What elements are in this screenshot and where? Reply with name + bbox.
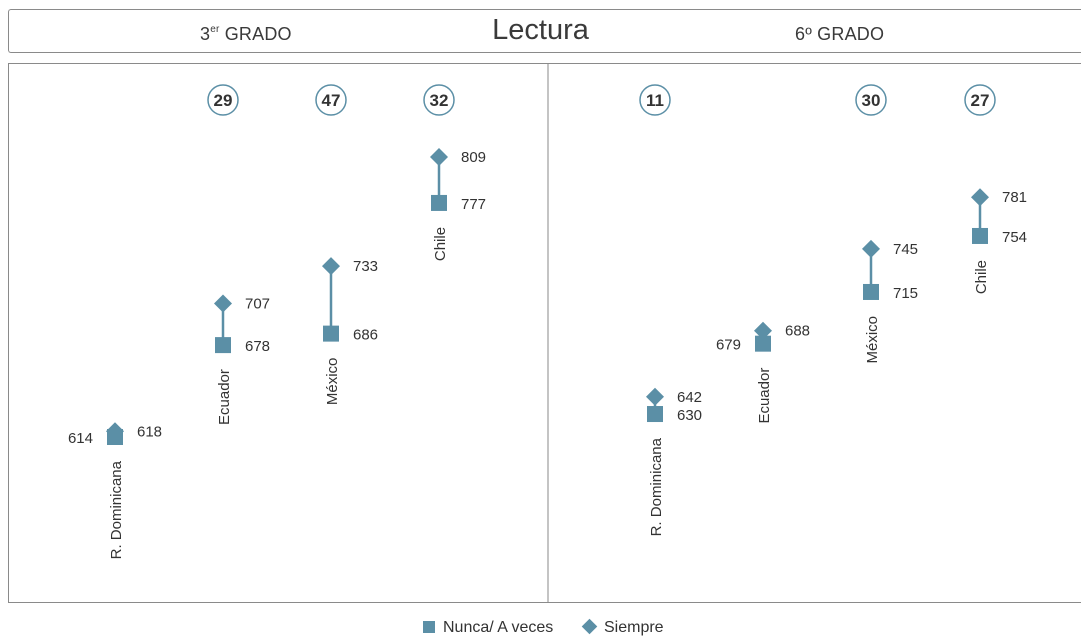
square-marker — [647, 406, 663, 423]
data-label-square: 630 — [677, 407, 702, 424]
diamond-marker — [106, 422, 124, 441]
difference-value: 30 — [862, 91, 881, 110]
category-label: México — [324, 358, 341, 406]
legend-item-nunca: Nunca/ A veces — [423, 619, 553, 637]
grade-3-number: 3 — [200, 24, 211, 44]
data-label-square: 686 — [353, 327, 378, 344]
data-label-diamond: 688 — [785, 323, 810, 340]
difference-badge — [964, 84, 996, 116]
data-label-diamond: 707 — [245, 295, 270, 312]
difference-badge — [639, 84, 671, 116]
difference-value: 11 — [646, 91, 664, 110]
data-label-square: 678 — [245, 338, 270, 355]
category-label: Chile — [432, 227, 449, 261]
legend-diamond-marker — [581, 618, 598, 635]
legend-item-siempre: Siempre — [581, 618, 664, 637]
chart-title: Lectura — [492, 14, 589, 46]
difference-value: 27 — [971, 91, 990, 110]
data-label-diamond: 733 — [353, 258, 378, 275]
diamond-marker — [214, 294, 232, 313]
legend-label-siempre: Siempre — [604, 619, 664, 636]
difference-value: 32 — [430, 91, 449, 110]
diamond-marker — [430, 148, 448, 166]
square-marker — [755, 335, 771, 352]
grade-3-label: 3er GRADO — [200, 24, 292, 45]
data-label-diamond: 642 — [677, 389, 702, 406]
chart-header — [8, 9, 1081, 53]
diamond-marker — [971, 188, 989, 207]
difference-value: 47 — [322, 91, 341, 110]
difference-badge — [423, 84, 455, 116]
difference-badge — [207, 84, 239, 116]
grade-3-superscript: er — [210, 24, 220, 35]
category-label: Ecuador — [216, 369, 233, 425]
data-label-diamond: 809 — [461, 149, 486, 166]
data-label-square: 754 — [1002, 229, 1027, 246]
grade-6-label: 6º GRADO — [795, 24, 885, 44]
category-label: R. Dominicana — [648, 437, 665, 536]
diamond-marker — [646, 387, 664, 406]
square-marker — [431, 194, 447, 211]
category-label: Chile — [973, 260, 990, 294]
chart-frame — [8, 63, 1081, 603]
data-label-square: 679 — [716, 337, 741, 354]
grade-3-text: GRADO — [224, 24, 292, 44]
diamond-marker — [322, 257, 340, 276]
legend-square-marker — [423, 621, 435, 633]
data-label-square: 777 — [461, 196, 486, 213]
square-marker — [972, 227, 988, 244]
diamond-marker — [862, 239, 880, 258]
data-label-square: 614 — [68, 430, 93, 447]
data-label-diamond: 745 — [893, 241, 918, 258]
diamond-marker — [754, 321, 772, 340]
difference-badge — [315, 84, 347, 116]
category-label: México — [864, 316, 881, 364]
data-label-square: 715 — [893, 285, 918, 302]
category-label: R. Dominicana — [108, 460, 125, 559]
legend-label-nunca: Nunca/ A veces — [443, 619, 554, 636]
data-label-diamond: 781 — [1002, 189, 1027, 206]
difference-value: 29 — [214, 91, 233, 110]
square-marker — [215, 337, 231, 354]
square-marker — [863, 283, 879, 300]
square-marker — [323, 325, 339, 342]
difference-badge — [855, 84, 887, 116]
category-label: Ecuador — [756, 368, 773, 424]
data-label-diamond: 618 — [137, 423, 162, 440]
